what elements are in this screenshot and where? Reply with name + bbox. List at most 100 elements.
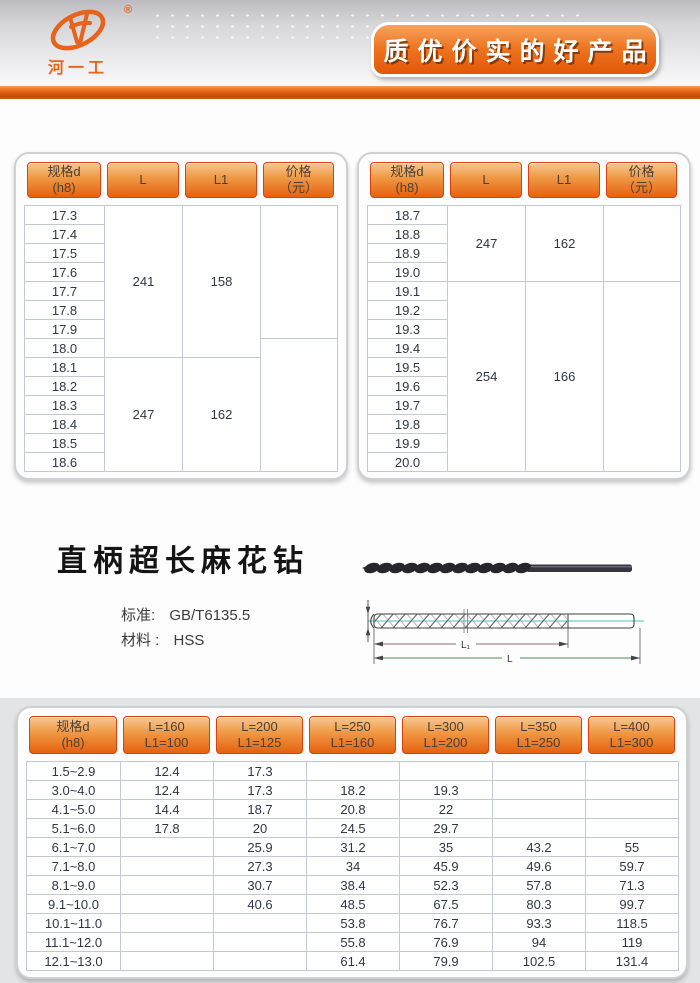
l-value-cell: 247 — [447, 205, 526, 282]
value-cell: 31.2 — [306, 837, 400, 857]
value-cell — [585, 799, 679, 819]
material-line: 材料 : HSS — [121, 629, 204, 650]
spec-cell: 18.4 — [24, 414, 105, 434]
value-cell — [213, 913, 307, 933]
col-header-l: L — [107, 162, 179, 198]
page-header: ® 河一工 质优价实的好产品 — [0, 0, 700, 86]
spec-cell: 19.1 — [367, 281, 448, 301]
standard-line: 标准: GB/T6135.5 — [121, 604, 250, 625]
spec-cell: 18.7 — [367, 205, 448, 225]
value-cell — [120, 875, 214, 895]
value-cell: 94 — [492, 932, 586, 952]
value-cell: 131.4 — [585, 951, 679, 971]
l-value-cell: 241 — [104, 205, 183, 358]
value-cell: 38.4 — [306, 875, 400, 895]
spec-cell: 19.0 — [367, 262, 448, 282]
value-cell — [492, 799, 586, 819]
col-header-price: 价格 （元） — [606, 162, 677, 198]
header-label: L1=100 — [144, 735, 189, 750]
slogan-text: 质优价实的好产品 — [383, 37, 656, 66]
header-label: 价格 — [285, 164, 312, 179]
header-label: (h8) — [395, 180, 419, 195]
table-row: 6.1~7.0 25.9 31.2 35 43.2 55 — [26, 837, 679, 857]
spec-cell: 9.1~10.0 — [26, 894, 121, 914]
header-label: （元） — [278, 180, 318, 195]
value-cell: 45.9 — [399, 856, 493, 876]
col-header-l400: L=400 L1=300 — [588, 716, 675, 754]
table-header-row: 规格d (h8) L L1 价格 （元） — [367, 160, 681, 200]
slogan-banner: 质优价实的好产品 — [371, 22, 659, 77]
l1-value-cell: 162 — [182, 357, 261, 472]
dim-label-l1: L₁ — [461, 640, 471, 651]
value-cell — [120, 837, 214, 857]
l1-value-cell: 162 — [525, 205, 604, 282]
value-cell: 19.3 — [399, 780, 493, 800]
dim-label-l: L — [507, 654, 513, 665]
header-label: L1=300 — [609, 735, 654, 750]
col-header-price: 价格 （元） — [263, 162, 334, 198]
spec-table-right: 18.7 247 162 18.8 18.9 19.0 19.1 254 166… — [367, 205, 681, 472]
col-header-l1: L1 — [528, 162, 600, 198]
col-header-l300: L=300 L1=200 — [402, 716, 489, 754]
spec-cell: 5.1~6.0 — [26, 818, 121, 838]
spec-cell: 18.6 — [24, 452, 105, 472]
col-header-l350: L=350 L1=250 — [495, 716, 582, 754]
spec-cell: 6.1~7.0 — [26, 837, 121, 857]
value-cell: 118.5 — [585, 913, 679, 933]
product-title: 直柄超长麻花钻 — [57, 545, 309, 578]
value-cell: 14.4 — [120, 799, 214, 819]
value-cell — [120, 932, 214, 952]
header-label: 价格 — [628, 164, 655, 179]
table-row: 4.1~5.0 14.4 18.7 20.8 22 — [26, 799, 679, 819]
value-cell: 25.9 — [213, 837, 307, 857]
header-label: L=300 — [427, 719, 464, 734]
header-label: L — [482, 172, 490, 187]
value-cell: 53.8 — [306, 913, 400, 933]
size-table: 1.5~2.9 12.4 17.3 3.0~4.0 12.4 17.3 18.2… — [26, 761, 679, 971]
table-row: 7.1~8.0 27.3 34 45.9 49.6 59.7 — [26, 856, 679, 876]
table-row: 11.1~12.0 55.8 76.9 94 119 — [26, 932, 679, 952]
value-cell: 30.7 — [213, 875, 307, 895]
col-header-spec: 规格d (h8) — [370, 162, 444, 198]
price-cell — [260, 205, 338, 339]
value-cell: 20 — [213, 818, 307, 838]
spec-cell: 19.8 — [367, 414, 448, 434]
header-label: (h8) — [61, 735, 85, 750]
value-cell: 29.7 — [399, 818, 493, 838]
value-cell: 34 — [306, 856, 400, 876]
table-row: 1.5~2.9 12.4 17.3 — [26, 761, 679, 781]
col-header-l250: L=250 L1=160 — [309, 716, 396, 754]
header-label: L1 — [556, 172, 572, 187]
value-cell: 17.8 — [120, 818, 214, 838]
header-label: L=400 — [613, 719, 650, 734]
spec-cell: 17.5 — [24, 243, 105, 263]
value-cell: 55.8 — [306, 932, 400, 952]
value-cell: 12.4 — [120, 761, 214, 781]
value-cell — [306, 761, 400, 781]
spec-cell: 19.9 — [367, 433, 448, 453]
spec-cell: 18.9 — [367, 243, 448, 263]
l1-value-cell: 166 — [525, 281, 604, 472]
header-label: L1=200 — [423, 735, 468, 750]
col-header-l160: L=160 L1=100 — [123, 716, 210, 754]
spec-cell: 18.2 — [24, 376, 105, 396]
spec-cell: 17.7 — [24, 281, 105, 301]
header-label: L1=250 — [516, 735, 561, 750]
price-cell — [260, 338, 338, 472]
value-cell: 79.9 — [399, 951, 493, 971]
company-logo: ® 河一工 — [46, 4, 156, 82]
l1-value-cell: 158 — [182, 205, 261, 358]
value-cell: 18.7 — [213, 799, 307, 819]
col-header-spec: 规格d (h8) — [29, 716, 117, 754]
value-cell: 61.4 — [306, 951, 400, 971]
value-cell: 59.7 — [585, 856, 679, 876]
value-cell — [585, 761, 679, 781]
header-label: （元） — [621, 180, 661, 195]
spec-cell: 18.0 — [24, 338, 105, 358]
spec-cell: 19.2 — [367, 300, 448, 320]
value-cell: 24.5 — [306, 818, 400, 838]
value-cell: 20.8 — [306, 799, 400, 819]
value-cell — [585, 818, 679, 838]
registered-trademark-icon: ® — [124, 4, 133, 16]
table-row: 10.1~11.0 53.8 76.7 93.3 118.5 — [26, 913, 679, 933]
